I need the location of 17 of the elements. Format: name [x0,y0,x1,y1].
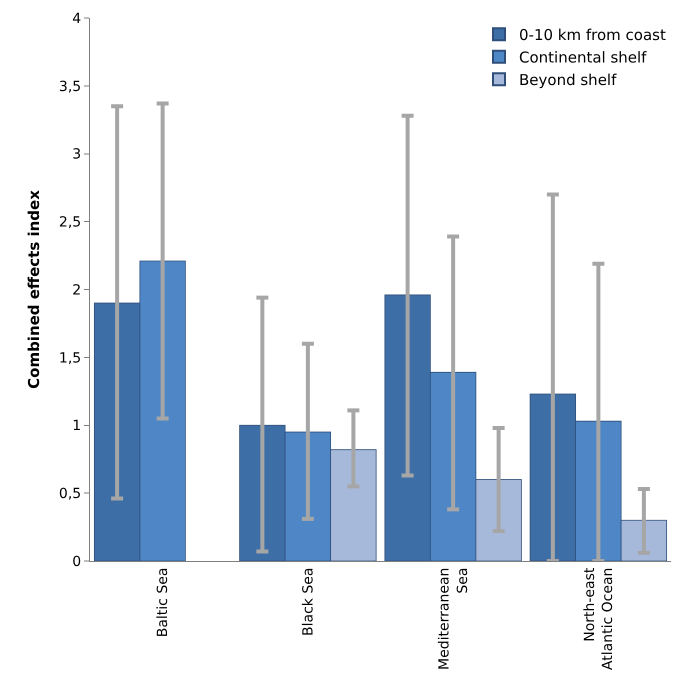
x-tick-label: North-east Atlantic Ocean [582,567,616,670]
legend-label: Continental shelf [519,48,648,67]
y-tick-label: 3,5 [58,78,82,95]
y-tick-label: 0,5 [58,486,82,502]
y-tick-label: 1,5 [58,350,82,366]
y-axis-title: Combined effects index [25,190,44,389]
legend-label: Beyond shelf [519,71,618,90]
y-tick-label: 2 [72,282,82,298]
x-tick-label: Black Sea [300,568,316,636]
y-tick-label: 4 [72,10,82,27]
y-tick-label: 3 [72,146,82,163]
legend-label: 0-10 km from coast [519,26,666,44]
x-tick-label: Baltic Sea [155,568,172,638]
y-tick-label: 2,5 [58,214,82,231]
y-tick-label: 0 [72,554,82,570]
x-tick-label: Mediterranean Sea [436,568,471,670]
y-tick-label: 1 [72,418,82,434]
